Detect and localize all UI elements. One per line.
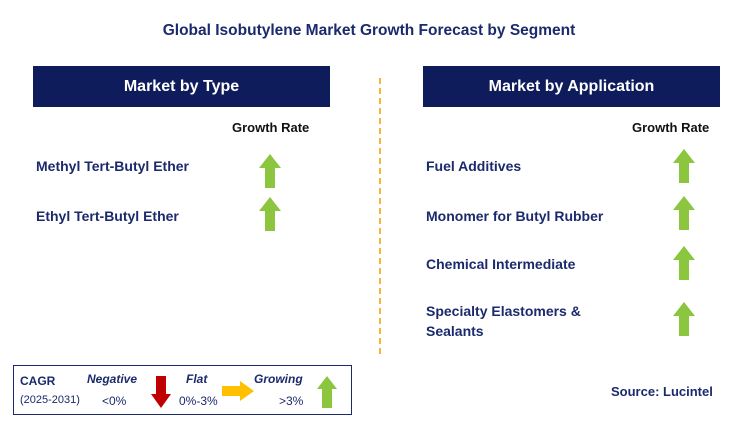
type-growth-rate-label: Growth Rate (232, 120, 310, 135)
legend-growing-range: >3% (279, 394, 304, 408)
growing-arrow-icon (673, 196, 695, 230)
legend-period: (2025-2031) (20, 394, 80, 406)
flat-arrow-icon (222, 381, 254, 401)
growing-arrow-icon (317, 376, 337, 408)
segment-label-monomer-for-butyl-rubber: Monomer for Butyl Rubber (426, 208, 604, 224)
panel-divider (379, 78, 381, 354)
chart-title: Global Isobutylene Market Growth Forecas… (162, 22, 576, 39)
growing-arrow-icon (259, 197, 281, 231)
application-growth-rate-label: Growth Rate (632, 120, 710, 135)
segment-label-chemical-intermediate: Chemical Intermediate (426, 256, 576, 272)
segment-label-specialty-elastomers-and-sealants: Specialty Elastomers & Sealants (426, 301, 581, 341)
legend-flat-range: 0%-3% (179, 394, 218, 408)
growing-arrow-icon (259, 154, 281, 188)
legend-negative-label: Negative (87, 372, 138, 386)
type-panel-header: Market by Type (33, 66, 330, 107)
segment-label-methyl-tert-butyl-ether: Methyl Tert-Butyl Ether (36, 158, 189, 174)
segment-label-fuel-additives: Fuel Additives (426, 158, 522, 174)
cagr-legend: CAGR (2025-2031) Negative <0% Flat 0%-3%… (13, 365, 352, 415)
legend-cagr-label: CAGR (20, 374, 56, 388)
growing-arrow-icon (673, 246, 695, 280)
source-label: Source: Lucintel (611, 384, 713, 399)
segment-label-line-1: Specialty Elastomers & (426, 303, 581, 319)
legend-growing-label: Growing (254, 372, 303, 386)
legend-flat-label: Flat (186, 372, 208, 386)
segment-label-line-2: Sealants (426, 323, 484, 339)
segment-label-ethyl-tert-butyl-ether: Ethyl Tert-Butyl Ether (36, 208, 179, 224)
growing-arrow-icon (673, 149, 695, 183)
application-panel-header: Market by Application (423, 66, 720, 107)
growing-arrow-icon (673, 302, 695, 336)
negative-arrow-icon (151, 376, 171, 408)
legend-negative-range: <0% (102, 394, 127, 408)
